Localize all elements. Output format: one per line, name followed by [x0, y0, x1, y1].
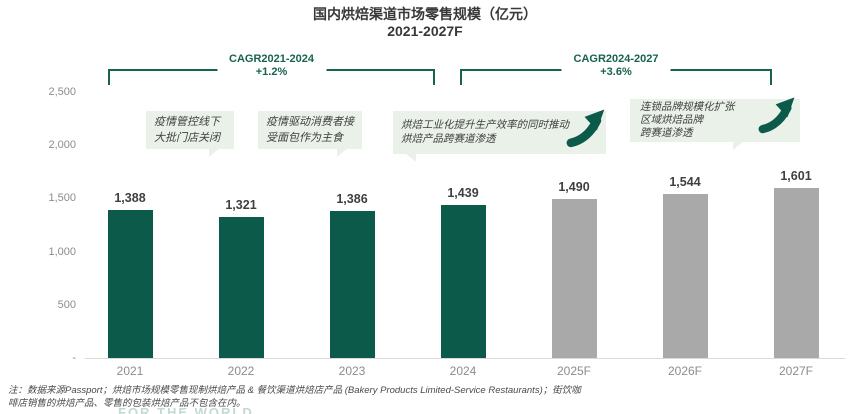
cagr-bracket-2021-2024: CAGR2021-2024 +1.2%	[108, 53, 435, 85]
cagr-label-2021-2024: CAGR2021-2024 +1.2%	[217, 53, 326, 79]
callout-tail	[733, 141, 744, 150]
watermark-text: FOR THE WORLD	[118, 405, 254, 414]
x-axis-line	[85, 358, 845, 359]
bar-value-label-2026F: 1,544	[669, 174, 701, 189]
bar-value-label-2025F: 1,490	[558, 180, 590, 195]
source-footnote: 注：数据来源Passport；烘焙市场规模零售现制烘焙产品 & 餐饮渠道烘焙店产…	[8, 385, 844, 410]
bar-value-label-2027F: 1,601	[780, 168, 812, 183]
bar-value-label-2024: 1,439	[447, 185, 479, 200]
bar-2027F	[773, 187, 819, 358]
y-axis-tick: -	[72, 352, 76, 364]
bar-2024	[440, 204, 486, 358]
annotation-industrialization: 烘焙工业化提升生产效率的同时推动 烘焙产品跨赛道渗透	[393, 109, 606, 162]
bar-value-label-2021: 1,388	[114, 191, 146, 206]
y-axis-tick: 1,000	[48, 245, 76, 258]
cagr-label-2024-2027: CAGR2024-2027 +3.6%	[561, 53, 671, 79]
x-axis-label-2027F: 2027F	[778, 364, 814, 378]
growth-arrow-icon	[566, 107, 608, 153]
y-axis-tick: 2,500	[48, 86, 76, 98]
x-axis-label-2021: 2021	[116, 364, 144, 378]
footnote-line2: 啡店销售的烘焙产品、零售的包装烘焙产品不包含在内。	[8, 397, 246, 409]
callout-tail	[405, 153, 416, 162]
callout-tail	[209, 148, 220, 157]
bar-value-label-2022: 1,321	[225, 198, 257, 213]
y-axis-tick: 2,000	[48, 139, 76, 152]
x-axis-label-2024: 2024	[449, 364, 477, 378]
bar-value-label-2023: 1,386	[336, 191, 368, 206]
bar-2025F	[551, 199, 597, 358]
y-axis-tick: 500	[57, 298, 76, 311]
x-axis-label-2022: 2022	[227, 364, 255, 378]
chart-title: 国内烘焙渠道市场零售规模（亿元） 2021-2027F	[0, 6, 850, 40]
annotation-chain-expansion: 连锁品牌规模化扩张 区域烘焙品牌 跨赛道渗透	[630, 97, 800, 150]
footnote-line1: 注：数据来源Passport；烘焙市场规模零售现制烘焙产品 & 餐饮渠道烘焙店产…	[8, 385, 581, 396]
callout-tail	[337, 148, 348, 157]
chart-title-line2: 2021-2027F	[387, 23, 463, 39]
annotation-bread-staple: 疫情驱动消费者接 受面包作为主食	[258, 111, 362, 157]
cagr-bracket-2024-2027: CAGR2024-2027 +3.6%	[460, 53, 772, 85]
x-axis-label-2026F: 2026F	[667, 364, 703, 378]
y-axis-tick: 1,500	[48, 192, 76, 205]
bar-2023	[329, 210, 375, 358]
bar-2026F	[662, 193, 708, 358]
bar-2021	[107, 210, 153, 358]
bar-2022	[218, 217, 264, 358]
chart-title-line1: 国内烘焙渠道市场零售规模（亿元）	[313, 6, 537, 22]
x-axis-label-2023: 2023	[338, 364, 366, 378]
growth-arrow-icon	[758, 95, 798, 139]
annotation-store-closures: 疫情管控线下 大批门店关闭	[146, 111, 234, 157]
x-axis-label-2025F: 2025F	[556, 364, 592, 378]
